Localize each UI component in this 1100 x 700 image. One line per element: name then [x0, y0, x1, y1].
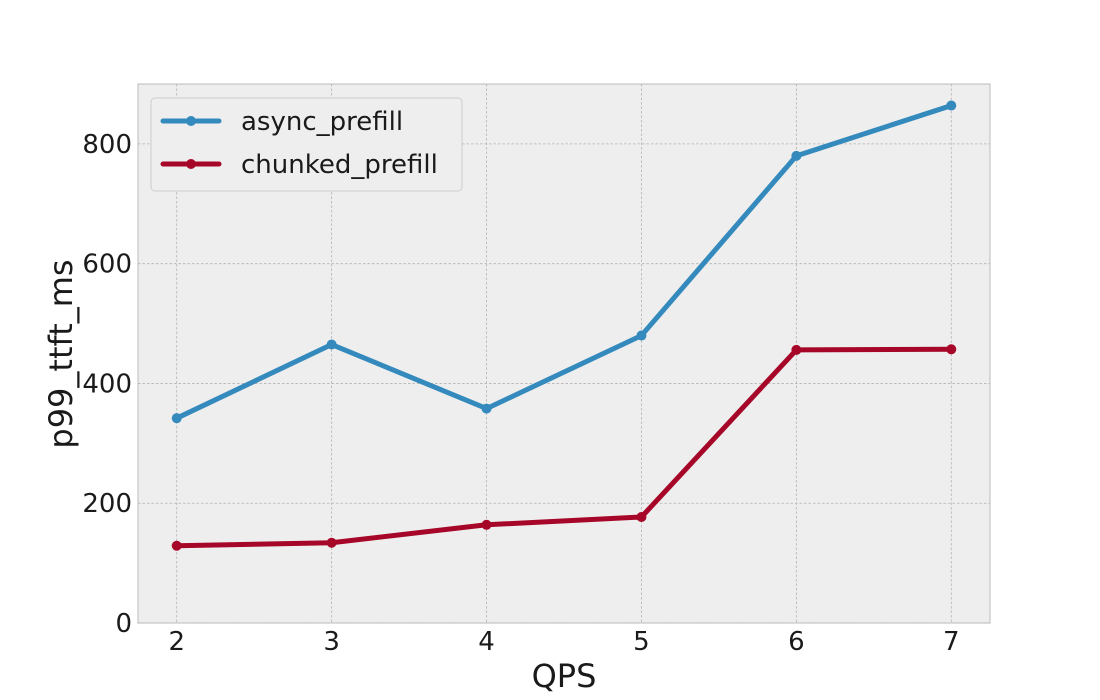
y-axis-label: p99_ttft_ms [42, 259, 80, 448]
y-axis-ticks: 0 200 400 600 800 [82, 130, 132, 639]
data-point-chunked_prefill [791, 344, 802, 355]
x-tick-label: 5 [633, 627, 650, 657]
legend-label: chunked_prefill [241, 150, 438, 180]
series-lines [171, 100, 957, 551]
y-tick-label: 800 [82, 130, 132, 160]
data-point-async_prefill [946, 100, 957, 111]
data-point-chunked_prefill [946, 344, 957, 355]
x-axis-ticks: 2 3 4 5 6 7 [168, 627, 959, 657]
y-tick-label: 0 [115, 609, 132, 639]
y-tick-label: 400 [82, 369, 132, 399]
data-point-chunked_prefill [636, 511, 647, 522]
data-point-chunked_prefill [481, 519, 492, 530]
data-point-async_prefill [791, 150, 802, 161]
data-point-async_prefill [171, 413, 182, 424]
legend: async_prefill chunked_prefill [150, 97, 463, 192]
x-tick-label: 2 [168, 627, 185, 657]
legend-marker [186, 116, 196, 126]
x-tick-label: 3 [323, 627, 340, 657]
legend-label: async_prefill [241, 107, 403, 137]
data-point-async_prefill [636, 330, 647, 341]
y-tick-label: 600 [82, 250, 132, 280]
x-axis-label: QPS [532, 657, 597, 695]
x-tick-label: 4 [478, 627, 495, 657]
series-line-async_prefill [174, 103, 954, 421]
data-point-chunked_prefill [171, 540, 182, 551]
data-point-chunked_prefill [326, 537, 337, 548]
x-tick-label: 6 [788, 627, 805, 657]
y-tick-label: 200 [82, 489, 132, 519]
data-point-async_prefill [326, 339, 337, 350]
data-point-async_prefill [481, 403, 492, 414]
x-tick-label: 7 [943, 627, 960, 657]
legend-marker [186, 159, 196, 169]
series-line-chunked_prefill [174, 346, 954, 549]
legend-box [150, 97, 463, 192]
